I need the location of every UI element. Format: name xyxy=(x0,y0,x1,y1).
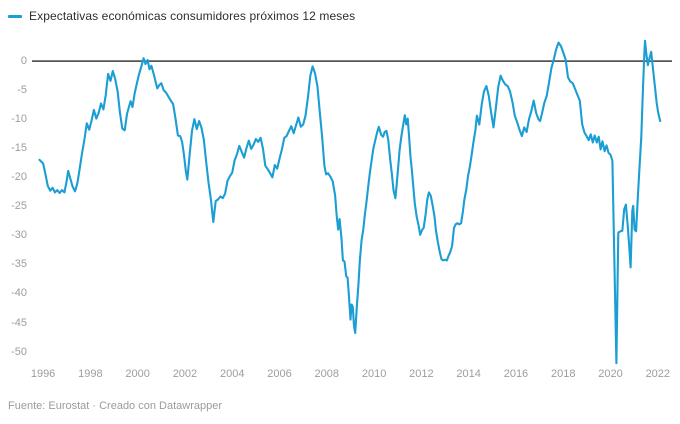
x-axis-tick-label: 1998 xyxy=(78,368,103,380)
x-axis-tick-label: 2014 xyxy=(456,368,481,380)
source-attribution: Fuente: Eurostat · Creado con Datawrappe… xyxy=(8,400,223,412)
x-axis-tick-label: 2004 xyxy=(219,368,245,380)
y-axis-tick-label: -35 xyxy=(11,258,27,271)
y-axis-tick-label: -40 xyxy=(11,287,27,300)
x-axis-tick-label: 1996 xyxy=(30,368,56,380)
x-axis-tick-label: 2022 xyxy=(645,368,671,380)
y-axis-tick-label: -10 xyxy=(11,113,27,126)
legend-label: Expectativas económicas consumidores pró… xyxy=(29,9,356,23)
x-axis-tick-label: 2016 xyxy=(503,368,529,380)
y-axis-tick-label: -5 xyxy=(17,84,27,97)
line-series-expectativas[interactable] xyxy=(38,39,662,365)
x-axis-tick-label: 2018 xyxy=(550,368,576,380)
x-axis-tick-label: 2002 xyxy=(172,368,198,380)
x-axis-tick-label: 2008 xyxy=(314,368,340,380)
x-axis-tick-label: 2020 xyxy=(598,368,623,380)
y-axis-tick-label: -50 xyxy=(11,345,27,358)
y-axis-tick-label: -20 xyxy=(11,171,27,184)
chart-legend: Expectativas económicas consumidores pró… xyxy=(8,9,355,23)
y-axis-tick-label: -30 xyxy=(11,229,27,242)
y-axis-tick-label: -15 xyxy=(11,142,27,155)
y-axis-tick-label: 0 xyxy=(20,55,27,68)
y-axis-tick-label: -25 xyxy=(11,200,27,213)
x-axis-tick-label: 2012 xyxy=(409,368,434,380)
x-axis-tick-label: 2006 xyxy=(267,368,292,380)
series-line-swatch-icon xyxy=(8,14,22,18)
x-axis-tick-label: 2000 xyxy=(125,368,150,380)
x-axis-tick-label: 2010 xyxy=(361,368,387,380)
y-axis-tick-label: -45 xyxy=(11,316,27,329)
